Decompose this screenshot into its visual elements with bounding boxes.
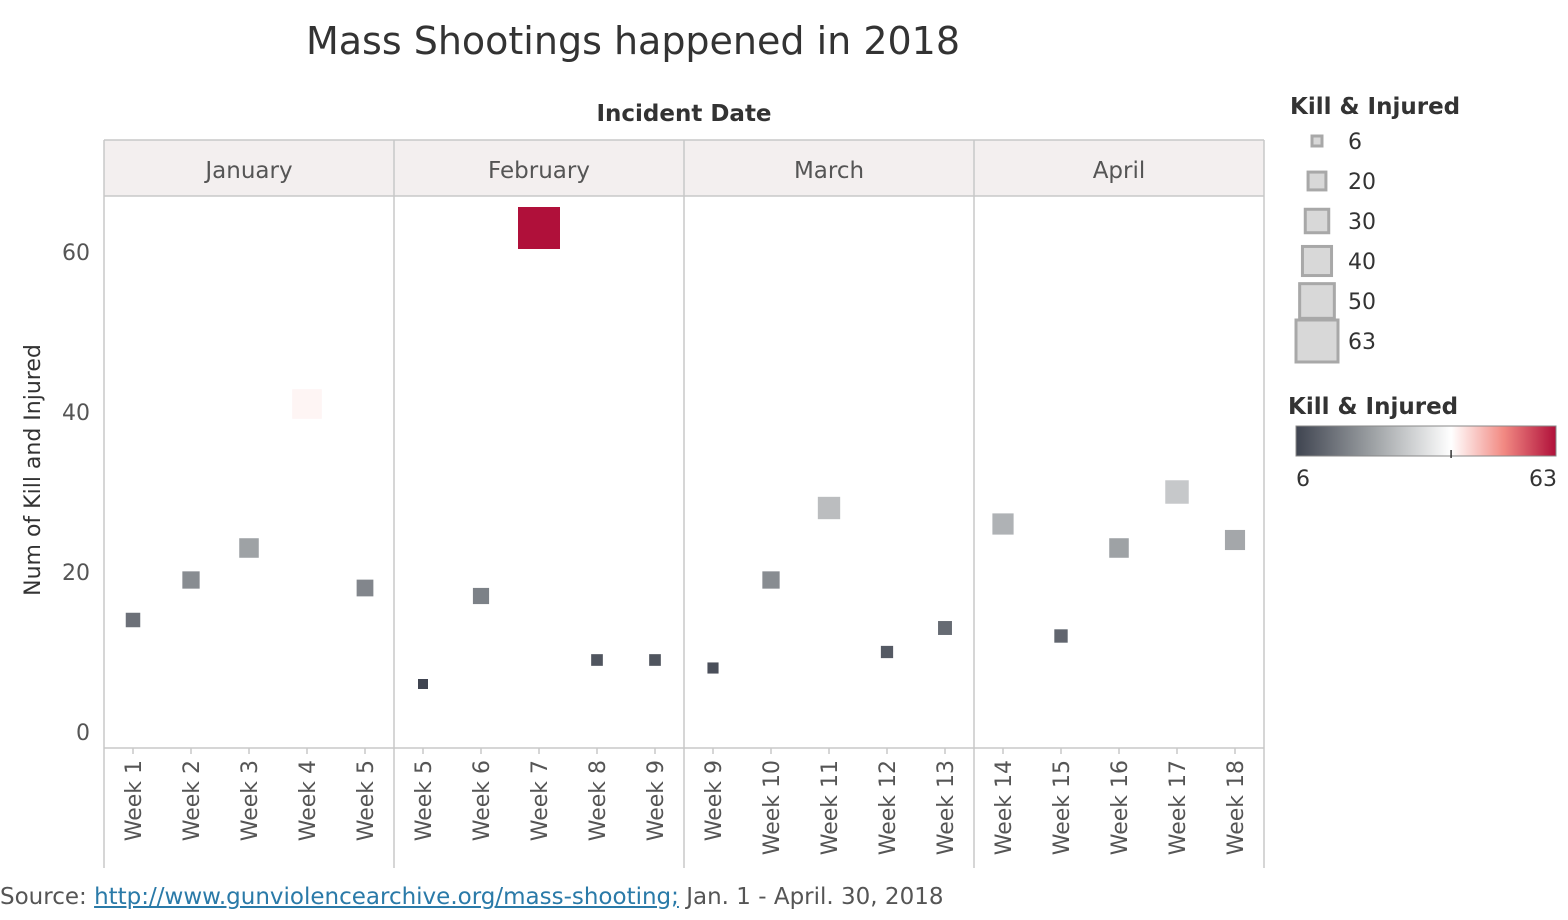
x-tick-label: Week 8	[586, 760, 611, 841]
y-tick-label: 60	[62, 241, 90, 266]
data-mark	[125, 612, 141, 628]
color-legend-title: Kill & Injured	[1288, 394, 1458, 420]
x-tick-label: Week 17	[1166, 760, 1191, 855]
x-tick-label: Week 9	[644, 760, 669, 841]
x-tick-label: Week 5	[354, 760, 379, 841]
y-tick-label: 40	[62, 401, 90, 426]
data-mark	[880, 645, 894, 659]
size-legend-label: 50	[1348, 290, 1376, 315]
data-mark	[817, 496, 841, 520]
source-note: Source: http://www.gunviolencearchive.or…	[0, 884, 943, 910]
data-mark	[1054, 629, 1068, 643]
data-mark	[1109, 538, 1129, 558]
data-mark	[472, 587, 490, 605]
x-tick-label: Week 3	[238, 760, 263, 841]
month-label: February	[488, 158, 590, 184]
source-suffix: Jan. 1 - April. 30, 2018	[678, 884, 944, 910]
data-mark	[707, 662, 719, 674]
size-legend-title: Kill & Injured	[1290, 94, 1460, 120]
chart-title: Mass Shootings happened in 2018	[306, 19, 960, 63]
x-tick-label: Week 13	[934, 760, 959, 855]
size-legend-swatch	[1306, 170, 1328, 192]
x-tick-label: Week 6	[470, 760, 495, 841]
data-mark	[239, 538, 259, 558]
column-header: Incident Date	[596, 101, 771, 127]
color-legend-bar	[1295, 425, 1557, 457]
data-mark	[518, 207, 560, 249]
x-tick-label: Week 18	[1224, 760, 1249, 855]
x-tick-label: Week 2	[180, 760, 205, 841]
size-legend-swatch	[1298, 282, 1336, 320]
data-mark	[1224, 529, 1246, 551]
x-tick-label: Week 16	[1108, 760, 1133, 855]
size-legend-label: 20	[1348, 170, 1376, 195]
x-tick-label: Week 10	[760, 760, 785, 855]
data-mark	[992, 513, 1014, 535]
y-tick-label: 0	[76, 721, 90, 746]
size-legend-swatch	[1310, 134, 1324, 148]
data-mark	[649, 654, 661, 666]
month-label: March	[794, 158, 864, 184]
color-legend-min-label: 6	[1296, 467, 1310, 492]
y-tick-label: 20	[62, 561, 90, 586]
size-legend-label: 6	[1348, 130, 1362, 155]
size-legend-swatch	[1303, 207, 1331, 235]
data-mark	[182, 571, 200, 589]
data-mark	[418, 679, 428, 689]
data-mark	[938, 621, 952, 635]
source-prefix: Source:	[0, 884, 95, 910]
source-link[interactable]: http://www.gunviolencearchive.org/mass-s…	[94, 884, 679, 910]
size-legend-swatch	[1300, 244, 1334, 278]
x-tick-label: Week 4	[296, 760, 321, 841]
x-tick-label: Week 15	[1050, 760, 1075, 855]
data-mark	[292, 389, 322, 419]
size-legend-label: 63	[1348, 330, 1376, 355]
x-tick-label: Week 7	[528, 760, 553, 841]
data-mark	[1165, 480, 1189, 504]
data-mark	[356, 579, 374, 597]
data-mark	[762, 571, 780, 589]
x-tick-label: Week 14	[992, 760, 1017, 855]
color-legend-max-label: 63	[1529, 467, 1557, 492]
x-tick-label: Week 5	[412, 760, 437, 841]
data-mark	[591, 654, 603, 666]
size-legend-label: 40	[1348, 250, 1376, 275]
month-label: January	[203, 158, 292, 184]
x-tick-label: Week 12	[876, 760, 901, 855]
x-tick-label: Week 1	[122, 760, 147, 841]
y-axis-label: Num of Kill and Injured	[21, 344, 46, 596]
size-legend-swatch	[1294, 318, 1340, 364]
size-legend-label: 30	[1348, 210, 1376, 235]
x-tick-label: Week 9	[702, 760, 727, 841]
x-tick-label: Week 11	[818, 760, 843, 855]
month-label: April	[1093, 158, 1146, 184]
